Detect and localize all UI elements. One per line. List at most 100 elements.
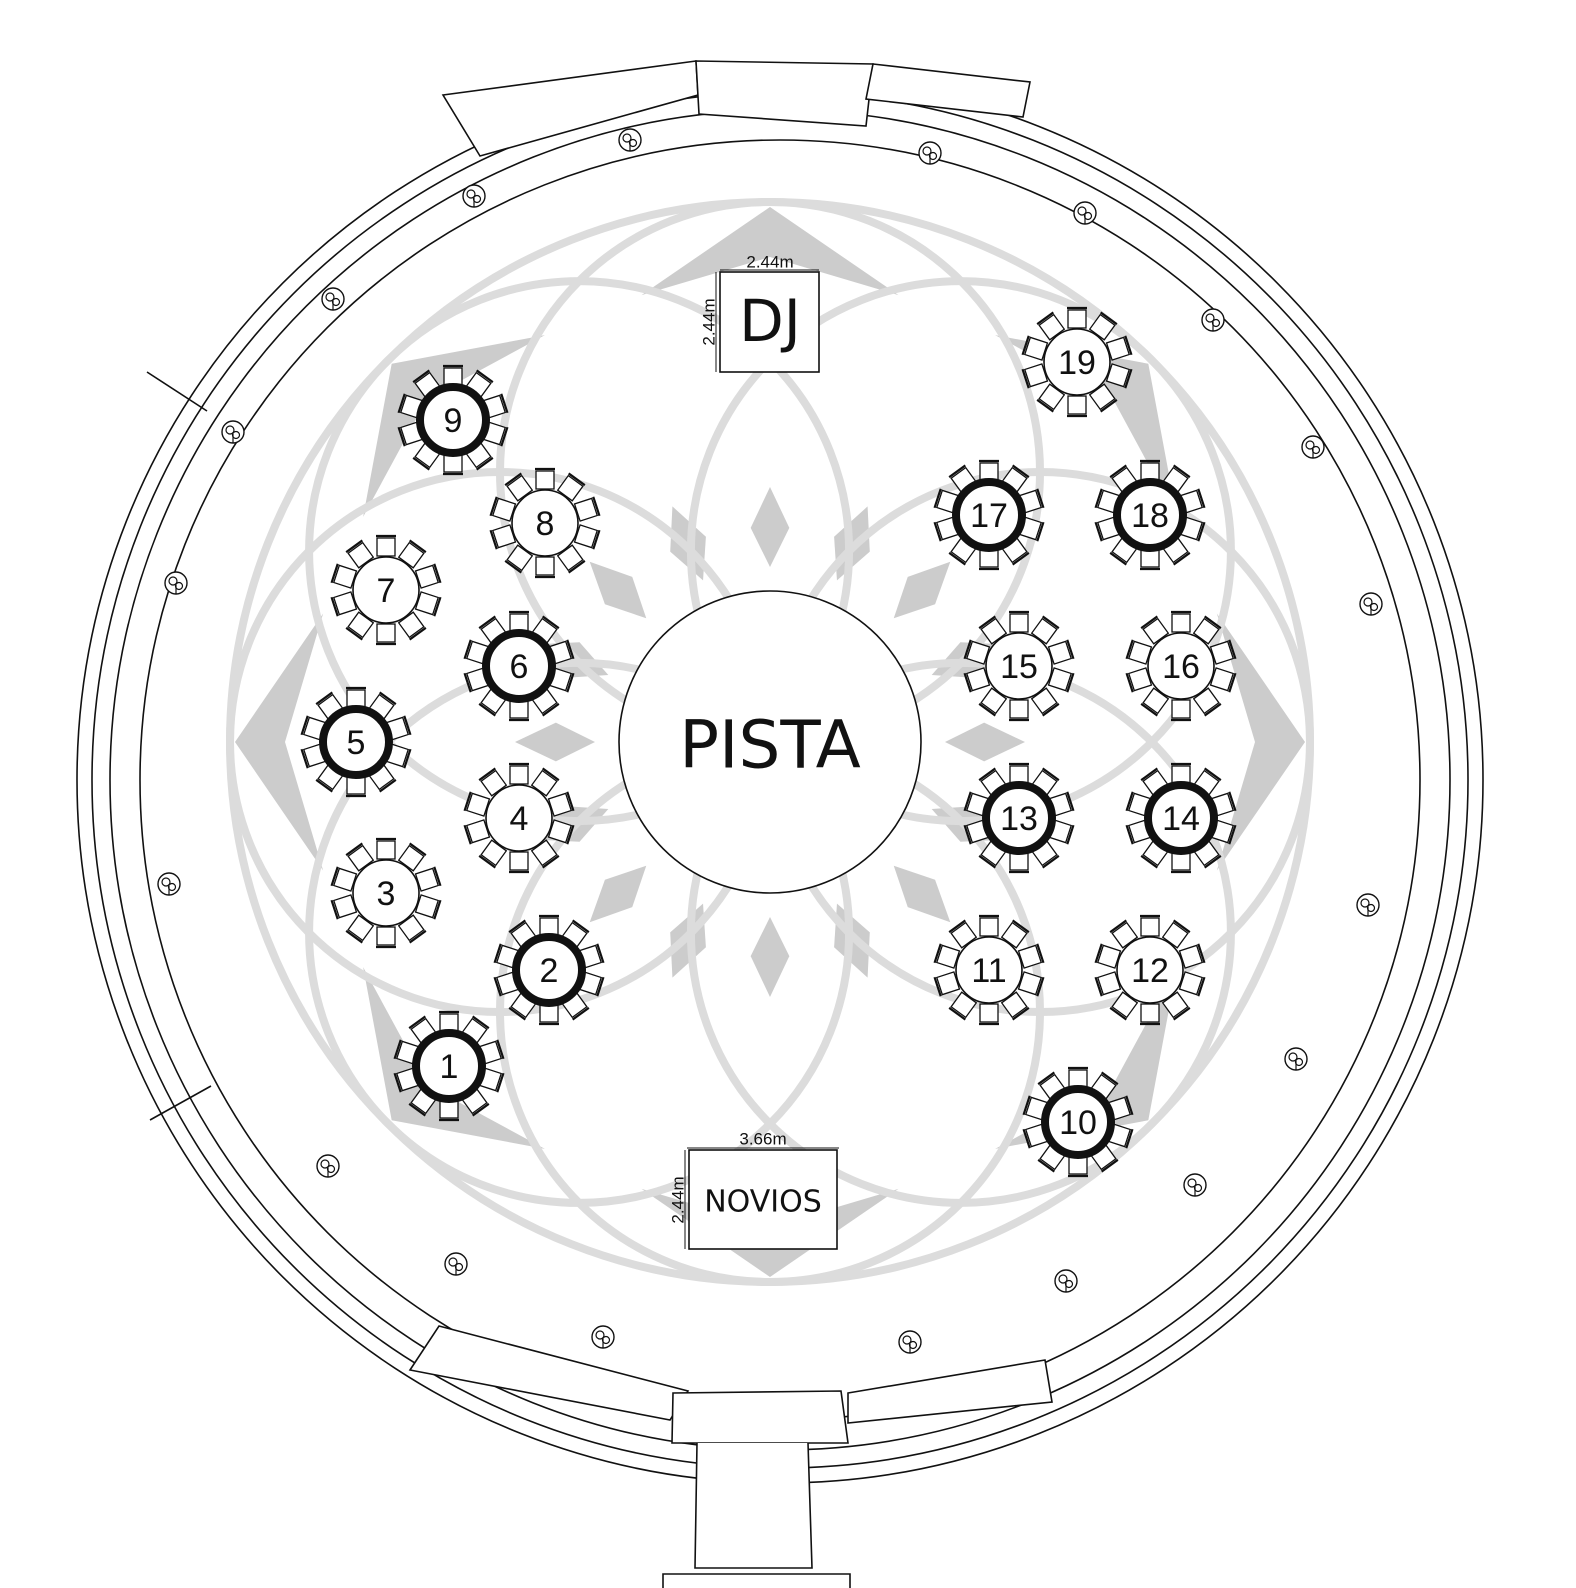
guest-table-18: 18 (1094, 459, 1206, 571)
guest-table-2: 2 (493, 914, 605, 1026)
table-top (985, 632, 1053, 700)
chair-icon (1094, 943, 1122, 969)
table-number-label: 9 (444, 402, 463, 440)
table-number-label: 4 (510, 800, 529, 838)
floor-ray (893, 561, 951, 619)
chair-icon (530, 839, 560, 869)
chair-icon (1192, 687, 1222, 717)
table-top (1147, 632, 1215, 700)
plant-icon (164, 571, 188, 595)
guest-table-15: 15 (963, 610, 1075, 722)
plant-icon (618, 128, 642, 152)
table-top (482, 629, 556, 703)
table-number-label: 10 (1059, 1104, 1097, 1142)
floor-petal (1216, 613, 1305, 871)
chair-icon (1209, 639, 1237, 665)
table-number-label: 13 (1000, 800, 1038, 838)
guest-table-9: 9 (397, 364, 509, 476)
table-number-label: 3 (377, 875, 396, 913)
chair-icon (1171, 851, 1191, 874)
chair-icon (1125, 639, 1153, 665)
chair-icon (1067, 306, 1087, 329)
chair-icon (509, 610, 529, 633)
chair-icon (1009, 610, 1029, 633)
chair-icon (1125, 667, 1153, 693)
chair-icon (1021, 335, 1049, 361)
chair-icon (376, 837, 396, 860)
table-top (1113, 478, 1187, 552)
plant-icon (591, 1325, 615, 1349)
chair-icon (1192, 615, 1222, 645)
chair-icon (933, 971, 961, 997)
guest-table-1: 1 (393, 1010, 505, 1122)
chair-icon (376, 926, 396, 949)
chair-icon (346, 686, 366, 709)
table-top (982, 781, 1056, 855)
chair-icon (397, 842, 427, 872)
chair-icon (345, 842, 375, 872)
chair-icon (1161, 991, 1191, 1021)
table-top (1043, 328, 1111, 396)
chair-icon (1088, 311, 1118, 341)
chair-icon (1067, 395, 1087, 418)
guest-table-8: 8 (489, 467, 601, 579)
chair-icon (1140, 687, 1170, 717)
chair-icon (509, 762, 529, 785)
table-number-label: 8 (536, 505, 555, 543)
chair-icon (1105, 335, 1133, 361)
table-number-label: 15 (1000, 648, 1038, 686)
table-top (952, 478, 1026, 552)
table-top (1144, 781, 1218, 855)
chair-icon (1161, 919, 1191, 949)
floor-petal (995, 967, 1177, 1149)
chair-icon (556, 472, 586, 502)
chair-icon (1140, 615, 1170, 645)
chair-icon (539, 1003, 559, 1026)
chair-icon (414, 563, 442, 589)
dance-floor-label: PISTA (679, 707, 861, 784)
chair-icon (1017, 943, 1045, 969)
chair-icon (376, 623, 396, 646)
floor-petal (641, 207, 899, 296)
chair-icon (376, 534, 396, 557)
table-number-label: 12 (1131, 952, 1169, 990)
guest-table-12: 12 (1094, 914, 1206, 1026)
chair-icon (963, 667, 991, 693)
floor-ray (589, 865, 647, 923)
table-top (319, 705, 393, 779)
chair-icon (397, 539, 427, 569)
chair-icon (345, 914, 375, 944)
chair-icon (1047, 639, 1075, 665)
chair-icon (330, 894, 358, 920)
chair-icon (1171, 762, 1191, 785)
chair-icon (1109, 919, 1139, 949)
plant-icon (316, 1154, 340, 1178)
guest-table-11: 11 (933, 914, 1045, 1026)
table-top (485, 784, 553, 852)
floor-ray (893, 865, 951, 923)
chair-icon (414, 866, 442, 892)
head-table-label: NOVIOS (704, 1185, 822, 1220)
chair-icon (979, 1003, 999, 1026)
chair-icon (478, 767, 508, 797)
table-number-label: 7 (377, 572, 396, 610)
chair-icon (556, 544, 586, 574)
chair-icon (1140, 1003, 1160, 1026)
chair-icon (978, 615, 1008, 645)
floor-ray (515, 722, 595, 762)
plant-icon (462, 184, 486, 208)
table-top (955, 936, 1023, 1004)
table-number-label: 11 (971, 952, 1006, 990)
guest-table-7: 7 (330, 534, 442, 646)
floor-ray (750, 487, 790, 567)
chair-icon (979, 914, 999, 937)
chair-icon (1140, 914, 1160, 937)
chair-icon (1088, 383, 1118, 413)
plant-icon (221, 420, 245, 444)
plant-icon (321, 287, 345, 311)
table-top (352, 859, 420, 927)
chair-icon (330, 563, 358, 589)
plant-icon (1356, 893, 1380, 917)
plant-icon (157, 872, 181, 896)
table-number-label: 17 (970, 497, 1008, 535)
